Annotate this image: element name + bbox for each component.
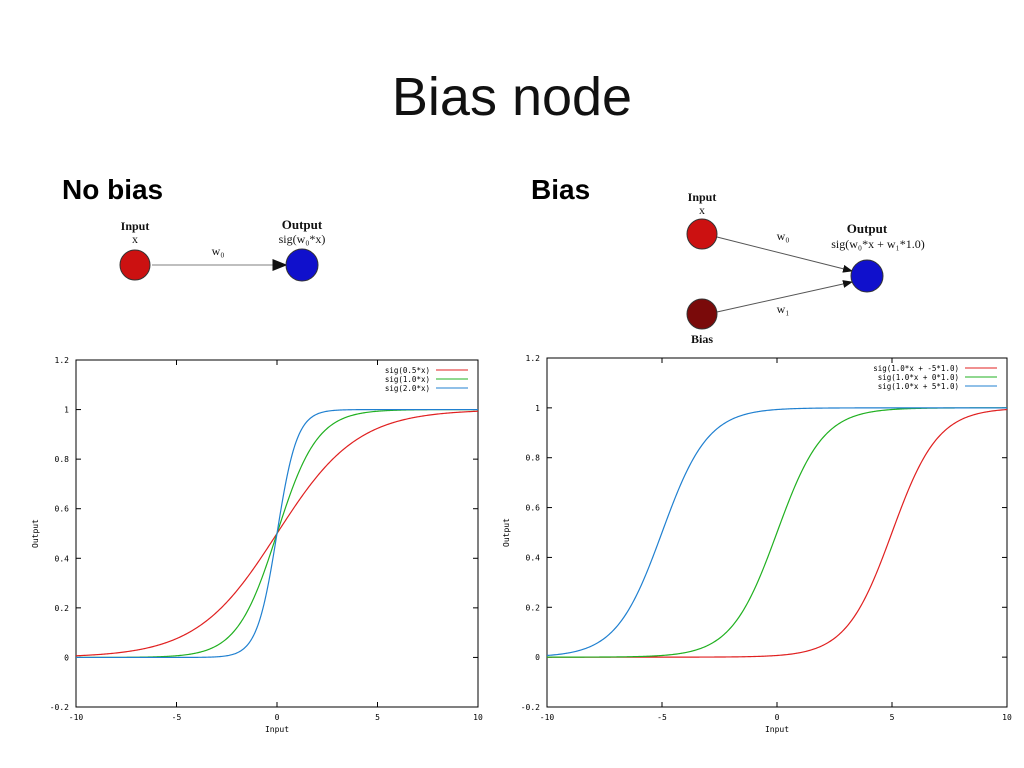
connection-w0: [716, 236, 853, 273]
output-formula: sig(w₀*x): [279, 232, 326, 246]
y-tick-label: 0.8: [526, 454, 541, 463]
y-tick-label: 0.6: [55, 505, 70, 514]
diagram-no-bias: Input x Output sig(w₀*x) w₀: [119, 217, 326, 282]
y-tick-label: 1: [64, 406, 69, 415]
x-axis-label: Input: [765, 725, 789, 734]
x-tick-label: 10: [473, 713, 483, 722]
bias-label: Bias: [531, 174, 591, 205]
connection-w1: [716, 280, 853, 313]
output-title: Output: [282, 217, 323, 232]
x-tick-label: 5: [375, 713, 380, 722]
output-node: [285, 248, 319, 282]
x-tick-label: -10: [540, 713, 555, 722]
output-formula: sig(w₀*x + w₁*1.0): [831, 237, 924, 251]
x-axis-label: Input: [265, 725, 289, 734]
weight-label: w₀: [212, 244, 225, 258]
series-line-1: [547, 407, 1007, 658]
y-tick-label: 1.2: [526, 354, 541, 363]
y-tick-label: 0.2: [55, 604, 70, 613]
bias-title: Bias: [691, 332, 713, 346]
weight-1-label: w₁: [777, 302, 790, 316]
y-tick-label: 0.4: [526, 553, 541, 562]
input-var: x: [699, 203, 705, 217]
input-var: x: [132, 232, 138, 246]
series-line-2: [76, 408, 478, 659]
output-node: [850, 259, 884, 293]
y-tick-label: 0.4: [55, 554, 70, 563]
y-tick-label: 0.2: [526, 603, 541, 612]
x-tick-label: 5: [890, 713, 895, 722]
y-tick-label: 1: [535, 404, 540, 413]
x-tick-label: 0: [275, 713, 280, 722]
y-tick-label: 0.8: [55, 455, 70, 464]
output-title: Output: [847, 221, 888, 236]
x-tick-label: -10: [69, 713, 84, 722]
y-axis-label: Output: [31, 519, 40, 548]
y-tick-label: 0.6: [526, 504, 541, 513]
bias-node: [686, 298, 718, 330]
weight-0-label: w₀: [777, 229, 790, 243]
y-tick-label: 0: [64, 653, 69, 662]
chart-no-bias: -10 -5 0 5 10 -0.2 0 0.2 0.4 0.6 0.8 1 1.2 Input Outpu…: [31, 356, 483, 734]
y-axis-label: Output: [502, 518, 511, 547]
input-title: Input: [688, 190, 717, 204]
series-line-2: [546, 407, 1007, 657]
legend-label: sig(0.5*x): [385, 366, 430, 375]
x-tick-label: -5: [657, 713, 667, 722]
legend-label: sig(1.0*x + 0*1.0): [878, 373, 959, 382]
input-title: Input: [121, 219, 150, 233]
input-node: [119, 249, 151, 281]
no-bias-label: No bias: [62, 174, 164, 205]
x-tick-label: 0: [775, 713, 780, 722]
diagram-bias: Input x Output sig(w₀*x + w₁*1.0) w₀ w₁ …: [686, 190, 925, 346]
x-tick-label: 10: [1002, 713, 1012, 722]
legend-label: sig(2.0*x): [385, 384, 430, 393]
chart-bias: -10 -5 0 5 10 -0.2 0 0.2 0.4 0.6 0.8 1 1.2 Input Outpu…: [502, 354, 1012, 734]
legend-label: sig(1.0*x + -5*1.0): [873, 364, 959, 373]
input-node: [686, 218, 718, 250]
y-tick-label: -0.2: [50, 703, 69, 712]
y-tick-label: -0.2: [521, 703, 540, 712]
legend-label: sig(1.0*x): [385, 375, 430, 384]
y-tick-label: 0: [535, 653, 540, 662]
slide-title: Bias node: [391, 67, 633, 127]
legend-label: sig(1.0*x + 5*1.0): [878, 382, 959, 391]
x-tick-label: -5: [172, 713, 182, 722]
y-tick-label: 1.2: [55, 356, 70, 365]
